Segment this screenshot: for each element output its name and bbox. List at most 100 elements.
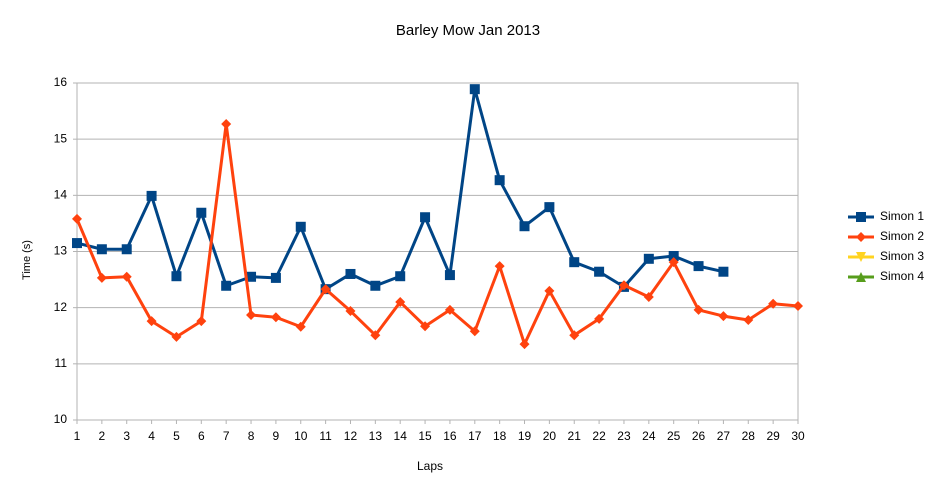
x-tick-label: 29: [766, 429, 780, 443]
data-point: [72, 238, 82, 249]
chart-title: Barley Mow Jan 2013: [396, 22, 540, 39]
x-tick-label: 10: [294, 429, 308, 443]
legend-label: Simon 3: [880, 249, 924, 263]
x-tick-label: 8: [248, 429, 255, 443]
x-tick-label: 3: [123, 429, 130, 443]
data-point: [370, 280, 381, 291]
data-point: [544, 202, 555, 213]
data-point: [171, 271, 182, 282]
y-tick-label: 11: [55, 356, 68, 370]
data-point: [146, 316, 157, 327]
data-point: [420, 321, 431, 332]
y-tick-label: 13: [54, 244, 68, 258]
data-point: [668, 250, 679, 261]
legend-marker: [856, 232, 866, 242]
data-point: [345, 306, 356, 317]
x-tick-label: 13: [369, 429, 383, 443]
data-point: [345, 268, 356, 279]
x-tick-label: 27: [717, 429, 731, 443]
data-point: [718, 311, 729, 322]
data-point: [121, 271, 132, 282]
data-point: [643, 291, 654, 302]
x-tick-label: 21: [568, 429, 582, 443]
x-tick-label: 7: [223, 429, 230, 443]
legend-label: Simon 1: [880, 209, 924, 223]
x-tick-label: 24: [642, 429, 656, 443]
data-point: [395, 297, 406, 308]
data-point: [370, 330, 381, 341]
x-tick-label: 4: [148, 429, 155, 443]
y-tick-label: 16: [54, 75, 68, 89]
legend-label: Simon 4: [880, 269, 924, 283]
data-point: [569, 330, 580, 341]
legend-marker: [856, 272, 866, 282]
data-point: [444, 304, 455, 315]
data-point: [246, 309, 257, 320]
x-tick-label: 22: [592, 429, 606, 443]
data-point: [718, 266, 729, 277]
data-point: [643, 253, 654, 264]
y-tick-label: 12: [54, 300, 68, 314]
x-tick-label: 20: [543, 429, 557, 443]
legend-label: Simon 2: [880, 229, 924, 243]
data-point: [444, 270, 455, 281]
x-tick-label: 1: [74, 429, 81, 443]
x-tick-label: 17: [468, 429, 482, 443]
series-line: [75, 122, 799, 346]
data-point: [270, 312, 281, 323]
x-tick-label: 14: [394, 429, 408, 443]
x-tick-label: 5: [173, 429, 180, 443]
x-tick-label: 23: [617, 429, 631, 443]
data-point: [121, 244, 132, 255]
x-tick-label: 9: [273, 429, 280, 443]
x-axis-label: Laps: [417, 459, 443, 473]
x-tick-label: 6: [198, 429, 205, 443]
data-point: [469, 84, 480, 95]
data-point: [519, 221, 530, 232]
x-tick-label: 19: [518, 429, 532, 443]
data-point: [594, 266, 605, 277]
data-point: [469, 326, 480, 337]
data-point: [96, 244, 107, 255]
x-tick-label: 2: [99, 429, 106, 443]
x-tick-label: 15: [418, 429, 432, 443]
data-point: [221, 280, 232, 291]
legend-marker: [856, 212, 866, 222]
y-tick-label: 14: [54, 188, 68, 202]
data-point: [246, 271, 257, 282]
data-point: [768, 298, 779, 309]
data-point: [693, 261, 704, 272]
data-point: [793, 300, 803, 311]
data-point: [494, 175, 505, 186]
x-tick-label: 25: [667, 429, 681, 443]
data-point: [668, 257, 679, 268]
data-point: [96, 272, 107, 283]
data-point: [743, 315, 754, 326]
data-point: [395, 271, 406, 282]
data-point: [544, 285, 555, 296]
data-point: [519, 339, 530, 350]
x-tick-label: 12: [344, 429, 358, 443]
data-point: [196, 207, 207, 218]
data-point: [569, 257, 580, 268]
data-point: [270, 272, 281, 283]
y-axis-label: Time (s): [21, 240, 33, 280]
data-point: [146, 190, 157, 201]
data-point: [320, 284, 331, 295]
data-point: [221, 119, 232, 130]
data-point: [693, 304, 704, 315]
y-tick-label: 10: [54, 412, 68, 426]
y-tick-label: 15: [54, 131, 68, 145]
plot-border: [76, 82, 799, 421]
x-tick-label: 26: [692, 429, 706, 443]
legend-marker: [856, 252, 866, 262]
data-point: [196, 316, 207, 327]
data-point: [420, 212, 431, 223]
data-point: [594, 313, 605, 324]
data-point: [295, 321, 306, 332]
data-point: [295, 221, 306, 232]
x-tick-label: 28: [742, 429, 756, 443]
x-tick-label: 18: [493, 429, 507, 443]
